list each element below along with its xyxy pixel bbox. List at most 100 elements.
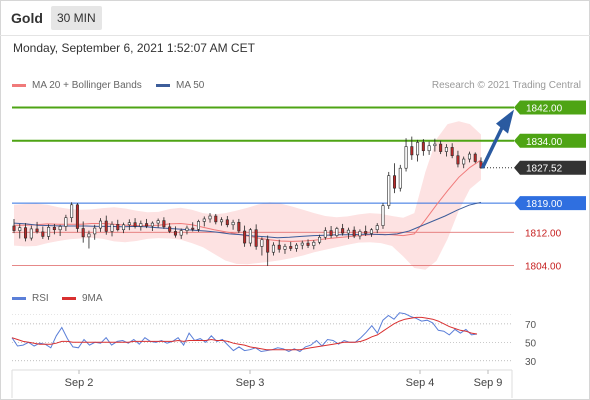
candle[interactable] — [104, 215, 108, 235]
candle[interactable] — [179, 228, 183, 239]
candle[interactable] — [335, 226, 339, 238]
candle[interactable] — [145, 218, 149, 229]
candle[interactable] — [289, 241, 293, 251]
candle[interactable] — [277, 239, 281, 253]
candle[interactable] — [433, 138, 437, 152]
candle[interactable] — [162, 217, 166, 229]
candle[interactable] — [196, 219, 200, 232]
candle[interactable] — [410, 136, 414, 160]
candle[interactable] — [393, 163, 397, 194]
candle[interactable] — [312, 240, 316, 250]
candle[interactable] — [208, 213, 212, 223]
candle[interactable] — [156, 218, 160, 228]
candle[interactable] — [231, 219, 235, 230]
candle[interactable] — [133, 218, 137, 229]
candle-body — [168, 226, 172, 232]
candle[interactable] — [150, 221, 154, 232]
rsi-tick-label: 30 — [525, 357, 537, 368]
candle[interactable] — [18, 223, 22, 239]
price-level-label-1827.52: 1827.52 — [526, 164, 563, 175]
candle[interactable] — [318, 234, 322, 245]
candle[interactable] — [254, 224, 258, 250]
candle[interactable] — [81, 221, 85, 243]
candle[interactable] — [398, 164, 402, 192]
candle[interactable] — [467, 151, 471, 163]
candle[interactable] — [358, 229, 362, 240]
candle[interactable] — [116, 219, 120, 232]
candle-body — [150, 222, 154, 227]
candle[interactable] — [381, 203, 385, 229]
candle[interactable] — [375, 223, 379, 234]
candle[interactable] — [168, 223, 172, 234]
candle[interactable] — [329, 226, 333, 239]
legend-rsi-label: RSI — [32, 293, 49, 304]
candle[interactable] — [450, 143, 454, 159]
candle[interactable] — [35, 221, 39, 234]
candle[interactable] — [70, 202, 74, 223]
candle[interactable] — [456, 150, 460, 168]
candle[interactable] — [306, 239, 310, 249]
ma50-line — [13, 201, 482, 239]
candle[interactable] — [93, 224, 97, 240]
candle[interactable] — [416, 139, 420, 162]
timeframe-button[interactable]: 30 MIN — [51, 6, 102, 30]
candle-body — [369, 229, 373, 234]
candle[interactable] — [352, 226, 356, 239]
candle[interactable] — [462, 156, 466, 169]
candle[interactable] — [404, 138, 408, 172]
candle[interactable] — [346, 227, 350, 239]
candle[interactable] — [29, 225, 33, 241]
candle[interactable] — [473, 152, 477, 164]
candle[interactable] — [421, 139, 425, 156]
candle[interactable] — [87, 230, 91, 249]
candle[interactable] — [260, 237, 264, 256]
candle-body — [439, 143, 443, 152]
candle[interactable] — [173, 226, 177, 238]
candle[interactable] — [444, 144, 448, 157]
candle[interactable] — [64, 214, 68, 232]
candle[interactable] — [387, 171, 391, 209]
candle-body — [266, 239, 270, 253]
candle[interactable] — [248, 228, 252, 247]
candle[interactable] — [295, 243, 299, 252]
candle[interactable] — [47, 224, 51, 240]
candle[interactable] — [243, 225, 247, 247]
candle[interactable] — [271, 242, 275, 256]
candle[interactable] — [98, 218, 102, 232]
candle-body — [29, 228, 33, 239]
candle[interactable] — [427, 141, 431, 155]
candle[interactable] — [122, 222, 126, 234]
candle[interactable] — [341, 223, 345, 236]
candle[interactable] — [202, 216, 206, 227]
candle-body — [220, 219, 224, 223]
legend-ma50: MA 50 — [156, 80, 204, 91]
header-divider — [0, 35, 590, 36]
candle-body — [387, 175, 391, 206]
candle[interactable] — [185, 225, 189, 235]
candle[interactable] — [52, 223, 56, 235]
candle[interactable] — [127, 219, 131, 231]
candle[interactable] — [237, 218, 241, 234]
candle[interactable] — [364, 225, 368, 236]
candle[interactable] — [369, 228, 373, 237]
candle[interactable] — [139, 220, 143, 231]
candle[interactable] — [24, 223, 28, 242]
candle[interactable] — [110, 221, 114, 237]
candle[interactable] — [191, 222, 195, 232]
candle[interactable] — [214, 213, 218, 225]
candle[interactable] — [439, 140, 443, 155]
candle[interactable] — [220, 217, 224, 226]
candle-body — [202, 218, 206, 222]
candle[interactable] — [41, 226, 45, 239]
candle-body — [214, 215, 218, 223]
candle[interactable] — [283, 243, 287, 254]
candle-body — [133, 222, 137, 227]
candle[interactable] — [58, 224, 62, 236]
candle[interactable] — [12, 218, 16, 234]
candle[interactable] — [75, 203, 79, 233]
candle[interactable] — [323, 227, 327, 240]
candle[interactable] — [225, 216, 229, 228]
candle[interactable] — [300, 240, 304, 250]
candle[interactable] — [266, 235, 270, 266]
